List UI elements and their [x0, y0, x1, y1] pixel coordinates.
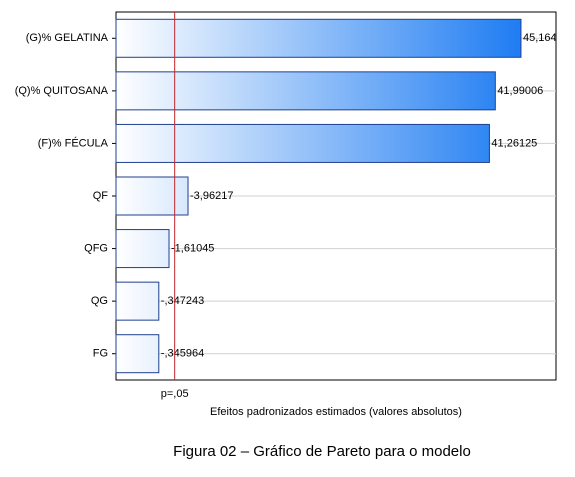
reference-label: p=,05 — [161, 388, 189, 400]
bar — [115, 176, 189, 216]
data-label: -,345964 — [161, 348, 204, 360]
y-tick-label: QF — [93, 190, 109, 202]
bar — [115, 334, 160, 374]
y-tick-label: (Q)% QUITOSANA — [15, 85, 109, 97]
bar — [115, 18, 522, 58]
bar — [115, 123, 490, 163]
data-label: -1,61045 — [171, 242, 214, 254]
bar — [115, 71, 496, 111]
bar — [115, 229, 170, 269]
data-label: 41,99006 — [497, 85, 543, 97]
y-tick-label: (G)% GELATINA — [26, 32, 109, 44]
y-tick-label: (F)% FÉCULA — [38, 136, 109, 149]
x-axis-label: Efeitos padronizados estimados (valores … — [210, 406, 462, 418]
y-tick-label: QFG — [84, 242, 108, 254]
data-label: 45,164 — [523, 32, 557, 44]
data-label: -,347243 — [161, 295, 204, 307]
bar — [115, 281, 160, 321]
data-label: -3,96217 — [190, 190, 233, 202]
data-label: 41,26125 — [491, 137, 537, 149]
chart-title: Figura 02 – Gráfico de Pareto para o mod… — [173, 443, 471, 460]
y-tick-label: FG — [93, 348, 108, 360]
y-tick-label: QG — [91, 295, 108, 307]
